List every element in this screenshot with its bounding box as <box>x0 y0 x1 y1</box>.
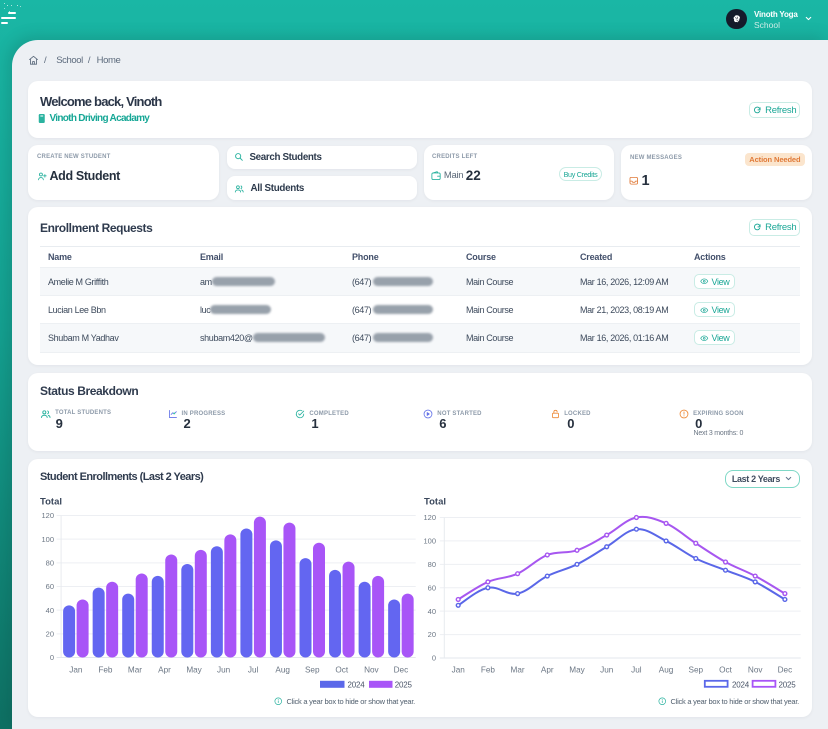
svg-text:80: 80 <box>428 560 436 569</box>
svg-text:Nov: Nov <box>748 665 763 674</box>
svg-text:Mar: Mar <box>511 665 525 674</box>
svg-text:60: 60 <box>46 582 54 591</box>
svg-text:Nov: Nov <box>364 665 379 674</box>
svg-text:Jan: Jan <box>69 665 83 674</box>
svg-text:0: 0 <box>432 654 436 663</box>
svg-text:2024: 2024 <box>348 680 366 689</box>
svg-text:Jun: Jun <box>217 665 231 674</box>
svg-text:Oct: Oct <box>335 665 348 674</box>
svg-text:Apr: Apr <box>541 665 554 674</box>
svg-text:40: 40 <box>46 606 54 615</box>
svg-text:Feb: Feb <box>481 665 496 674</box>
svg-text:60: 60 <box>428 583 436 592</box>
svg-text:20: 20 <box>46 629 54 638</box>
svg-text:Jul: Jul <box>248 665 259 674</box>
svg-text:Sep: Sep <box>305 665 320 674</box>
svg-text:Dec: Dec <box>778 665 793 674</box>
svg-text:2025: 2025 <box>779 680 797 689</box>
svg-text:Jan: Jan <box>452 665 466 674</box>
svg-text:Total: Total <box>424 497 446 508</box>
svg-text:Dec: Dec <box>394 665 409 674</box>
svg-text:20: 20 <box>428 630 436 639</box>
svg-text:Aug: Aug <box>275 665 290 674</box>
svg-text:Total: Total <box>40 497 62 508</box>
svg-text:Oct: Oct <box>719 665 732 674</box>
svg-text:Mar: Mar <box>128 665 142 674</box>
svg-text:Apr: Apr <box>158 665 171 674</box>
svg-text:120: 120 <box>41 511 54 520</box>
svg-text:80: 80 <box>46 558 54 567</box>
svg-text:May: May <box>569 665 585 674</box>
svg-text:Aug: Aug <box>659 665 674 674</box>
svg-text:40: 40 <box>428 607 436 616</box>
svg-text:Jul: Jul <box>631 665 642 674</box>
svg-text:Feb: Feb <box>98 665 113 674</box>
svg-text:0: 0 <box>50 653 54 662</box>
svg-text:120: 120 <box>423 513 436 522</box>
svg-text:Jun: Jun <box>600 665 614 674</box>
svg-text:100: 100 <box>423 537 436 546</box>
svg-text:May: May <box>186 665 202 674</box>
svg-text:2025: 2025 <box>395 680 413 689</box>
svg-text:100: 100 <box>41 535 54 544</box>
svg-text:Sep: Sep <box>689 665 704 674</box>
svg-text:2024: 2024 <box>732 680 750 689</box>
